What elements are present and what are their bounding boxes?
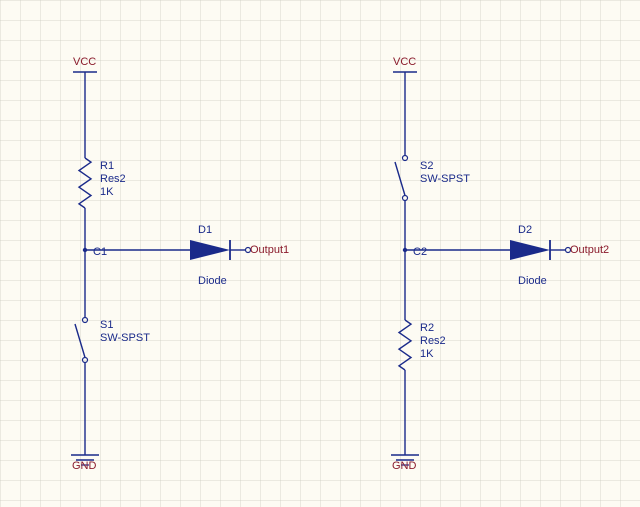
gnd-label-1: GND xyxy=(72,460,96,472)
c1-label: C1 xyxy=(93,246,107,259)
vcc-label-2: VCC xyxy=(393,56,416,68)
s1-ref: S1 xyxy=(100,319,113,331)
output2-label: Output2 xyxy=(570,244,609,256)
d2-type-label: Diode xyxy=(518,275,547,288)
circuit-2 xyxy=(391,72,571,465)
s1-label: S1 SW-SPST xyxy=(100,319,150,345)
r2-value: 1K xyxy=(420,348,433,360)
s2-type: SW-SPST xyxy=(420,173,470,185)
r1-type: Res2 xyxy=(100,173,126,185)
d1-ref: D1 xyxy=(198,224,212,236)
c2-label: C2 xyxy=(413,246,427,259)
r1-label: R1 Res2 1K xyxy=(100,160,126,200)
s2-label: S2 SW-SPST xyxy=(420,160,470,186)
circuit-1 xyxy=(71,72,251,465)
d1-label: D1 xyxy=(198,224,212,237)
vcc-label-1: VCC xyxy=(73,56,96,68)
d2-ref: D2 xyxy=(518,224,532,236)
d2-label: D2 xyxy=(518,224,532,237)
gnd-label-2: GND xyxy=(392,460,416,472)
r1-value: 1K xyxy=(100,186,113,198)
s2-ref: S2 xyxy=(420,160,433,172)
r2-ref: R2 xyxy=(420,322,434,334)
r1-ref: R1 xyxy=(100,160,114,172)
s1-type: SW-SPST xyxy=(100,332,150,344)
r2-label: R2 Res2 1K xyxy=(420,322,446,362)
r2-type: Res2 xyxy=(420,335,446,347)
d1-type-label: Diode xyxy=(198,275,227,288)
output1-label: Output1 xyxy=(250,244,289,256)
